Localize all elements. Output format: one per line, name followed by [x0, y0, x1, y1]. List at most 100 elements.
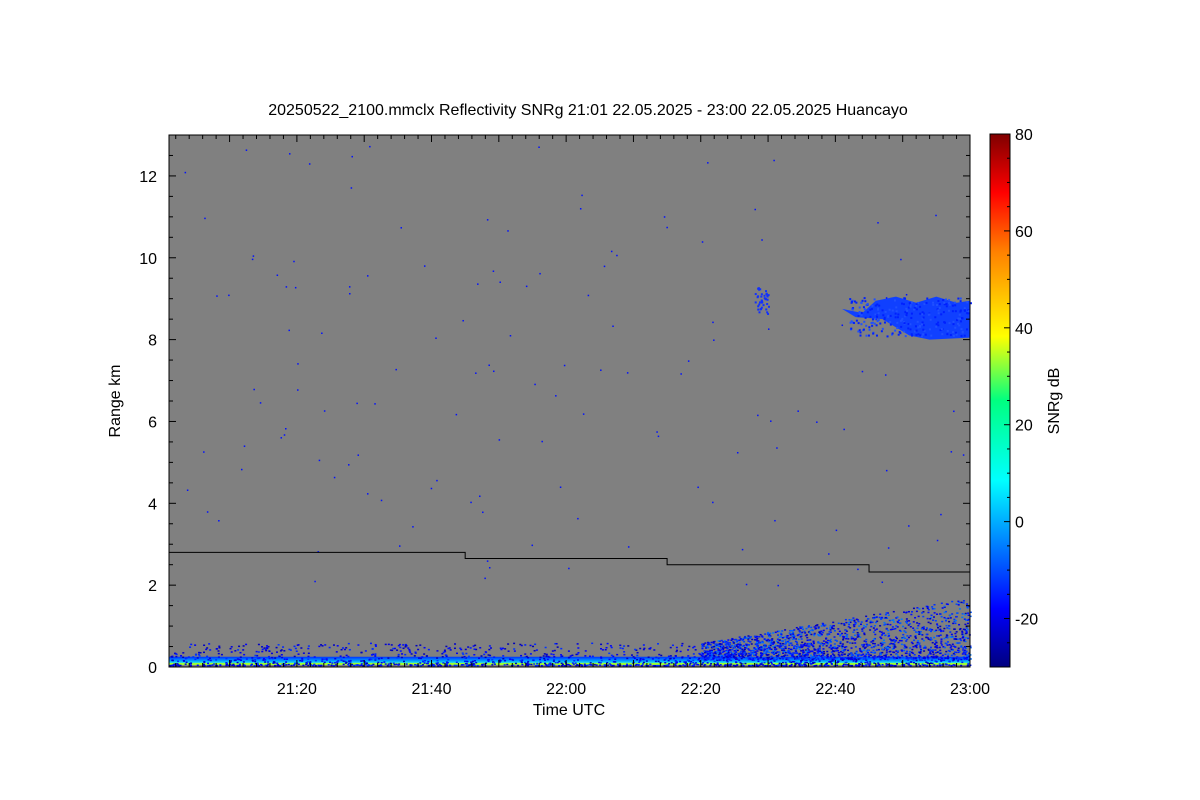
- echo-pixel: [800, 659, 803, 662]
- echo-pixel: [729, 664, 732, 667]
- echo-pixel: [920, 335, 923, 338]
- echo-pixel: [958, 642, 961, 644]
- echo-pixel: [715, 647, 718, 649]
- echo-pixel: [917, 301, 920, 304]
- echo-pixel: [893, 299, 896, 302]
- echo-pixel: [819, 664, 822, 667]
- echo-pixel: [481, 663, 484, 666]
- echo-pixel: [866, 661, 869, 663]
- echo-pixel: [956, 656, 959, 658]
- echo-pixel: [767, 654, 770, 656]
- echo-pixel: [846, 664, 849, 666]
- echo-pixel: [544, 646, 547, 649]
- echo-pixel: [608, 663, 611, 665]
- echo-pixel: [257, 664, 260, 667]
- echo-pixel: [455, 661, 458, 664]
- echo-pixel: [910, 661, 913, 663]
- echo-pixel: [764, 639, 767, 641]
- echo-pixel: [175, 655, 178, 658]
- echo-pixel: [922, 333, 925, 336]
- noise-pixel: [757, 414, 759, 417]
- noise-pixel: [436, 479, 438, 482]
- echo-pixel: [935, 661, 938, 663]
- echo-pixel: [697, 663, 700, 666]
- echo-pixel: [942, 311, 945, 314]
- echo-pixel: [325, 658, 328, 660]
- echo-pixel: [754, 293, 757, 296]
- noise-pixel: [435, 337, 437, 339]
- echo-pixel: [468, 664, 471, 666]
- echo-pixel: [705, 650, 708, 653]
- echo-pixel: [905, 618, 908, 620]
- echo-pixel: [865, 643, 868, 645]
- echo-pixel: [812, 662, 815, 664]
- echo-pixel: [366, 664, 369, 667]
- echo-pixel: [208, 664, 211, 667]
- echo-pixel: [698, 660, 701, 663]
- echo-pixel: [427, 648, 430, 651]
- echo-pixel: [669, 646, 672, 649]
- echo-pixel: [859, 649, 862, 652]
- echo-pixel: [749, 664, 752, 667]
- echo-pixel: [969, 658, 972, 660]
- echo-pixel: [728, 659, 731, 661]
- echo-pixel: [837, 628, 840, 630]
- echo-pixel: [307, 645, 310, 647]
- echo-pixel: [561, 663, 564, 666]
- echo-pixel: [274, 657, 277, 659]
- echo-pixel: [820, 655, 823, 657]
- echo-pixel: [826, 634, 829, 636]
- echo-pixel: [658, 653, 661, 656]
- noise-pixel: [656, 431, 658, 433]
- echo-pixel: [701, 647, 704, 650]
- echo-pixel: [962, 602, 965, 604]
- echo-pixel: [743, 636, 746, 638]
- echo-pixel: [768, 636, 771, 638]
- echo-pixel: [845, 661, 848, 664]
- echo-pixel: [289, 649, 292, 651]
- echo-pixel: [730, 658, 733, 661]
- echo-pixel: [811, 629, 814, 632]
- echo-pixel: [621, 647, 624, 650]
- echo-pixel: [888, 619, 891, 622]
- noise-pixel: [492, 270, 495, 272]
- echo-pixel: [555, 642, 558, 645]
- echo-pixel: [880, 631, 883, 633]
- echo-pixel: [809, 663, 812, 665]
- echo-pixel: [317, 664, 320, 667]
- echo-pixel: [939, 625, 942, 628]
- echo-pixel: [864, 661, 867, 664]
- echo-pixel: [879, 652, 882, 654]
- echo-pixel: [374, 658, 377, 660]
- echo-pixel: [896, 626, 899, 628]
- echo-pixel: [951, 600, 954, 603]
- echo-pixel: [945, 657, 948, 659]
- echo-pixel: [428, 664, 431, 667]
- echo-pixel: [967, 637, 970, 640]
- echo-pixel: [800, 655, 803, 657]
- echo-pixel: [738, 653, 741, 655]
- echo-pixel: [700, 658, 703, 660]
- echo-pixel: [667, 659, 670, 662]
- echo-pixel: [959, 638, 962, 640]
- echo-pixel: [873, 322, 876, 325]
- echo-pixel: [914, 631, 917, 633]
- echo-pixel: [781, 661, 784, 664]
- echo-pixel: [171, 656, 174, 658]
- echo-pixel: [843, 646, 846, 649]
- echo-pixel: [945, 643, 948, 645]
- echo-pixel: [653, 649, 656, 651]
- echo-pixel: [962, 655, 965, 658]
- echo-pixel: [739, 642, 742, 644]
- echo-pixel: [727, 644, 730, 646]
- echo-pixel: [951, 658, 954, 660]
- echo-pixel: [917, 333, 920, 336]
- echo-pixel: [750, 643, 753, 645]
- echo-pixel: [442, 662, 445, 664]
- echo-pixel: [261, 646, 264, 648]
- echo-pixel: [889, 320, 892, 323]
- echo-pixel: [817, 649, 820, 651]
- echo-pixel: [600, 657, 603, 659]
- echo-pixel: [784, 654, 787, 656]
- cloud-body: [842, 296, 970, 340]
